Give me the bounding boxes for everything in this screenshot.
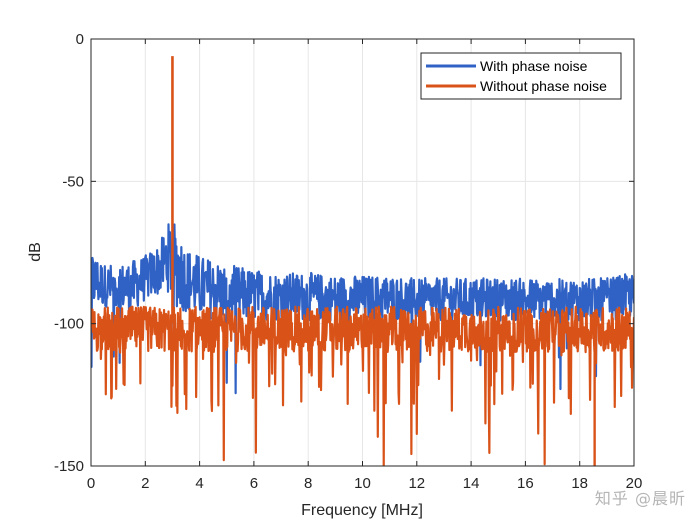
- watermark: 知乎 @晨昕: [594, 489, 686, 508]
- y-tick-labels: 0 -50 -100 -150: [54, 31, 84, 475]
- x-tick-labels: 0 2 4 6 8 10 12 14 16 18 20: [87, 475, 643, 492]
- x-tick-label: 4: [195, 475, 203, 492]
- x-tick-label: 6: [250, 475, 258, 492]
- x-tick-label: 16: [517, 475, 534, 492]
- x-tick-label: 14: [463, 475, 480, 492]
- legend-label-without-phase-noise: Without phase noise: [480, 78, 607, 94]
- tick-marks: [90, 38, 635, 467]
- legend: With phase noise Without phase noise: [420, 52, 622, 100]
- y-tick-label: -50: [62, 173, 84, 190]
- legend-label-with-phase-noise: With phase noise: [480, 58, 588, 74]
- series-trace-without-phase-noise: [91, 305, 634, 466]
- y-tick-label: 0: [76, 31, 84, 48]
- y-tick-label: -150: [54, 458, 84, 475]
- x-axis-label: Frequency [MHz]: [301, 502, 423, 519]
- x-tick-label: 10: [354, 475, 371, 492]
- series-trace-with-phase-noise: [91, 223, 634, 395]
- x-tick-label: 20: [626, 475, 643, 492]
- x-tick-label: 0: [87, 475, 95, 492]
- x-tick-label: 18: [571, 475, 588, 492]
- x-tick-label: 8: [304, 475, 312, 492]
- y-axis-label: dB: [27, 242, 44, 262]
- legend-box: [420, 52, 622, 100]
- x-tick-label: 12: [408, 475, 425, 492]
- x-tick-label: 2: [141, 475, 149, 492]
- y-tick-label: -100: [54, 316, 84, 333]
- traces: [91, 56, 634, 466]
